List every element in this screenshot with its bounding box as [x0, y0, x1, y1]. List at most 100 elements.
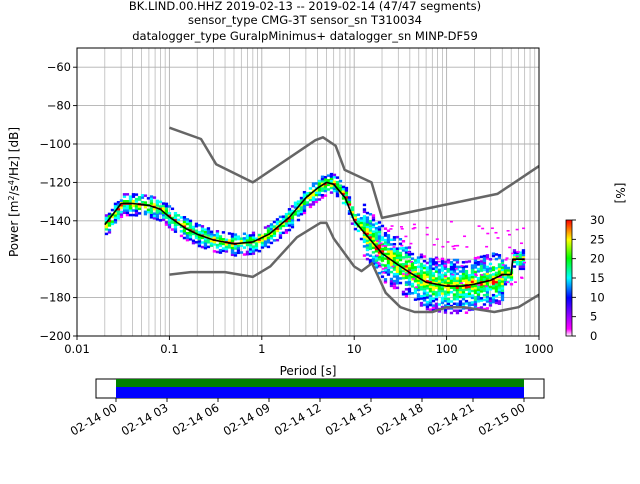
heatmap-cell — [485, 293, 490, 296]
heatmap-cell — [490, 227, 494, 230]
heatmap-cell — [344, 186, 349, 190]
heatmap-cell — [215, 232, 220, 235]
heatmap-cell — [335, 176, 340, 179]
heatmap-cell — [368, 219, 373, 223]
heatmap-cell — [344, 196, 349, 199]
heatmap-cell — [182, 225, 187, 228]
heatmap-cell — [221, 242, 226, 246]
heatmap-cell — [383, 234, 388, 237]
heatmap-cell — [446, 279, 451, 283]
heatmap-cell — [320, 175, 325, 179]
heatmap-cell — [314, 191, 319, 194]
heatmap-cell — [500, 277, 505, 281]
heatmap-cell — [296, 211, 301, 215]
heatmap-cell — [470, 303, 475, 307]
heatmap-cell — [200, 227, 205, 230]
heatmap-cell — [443, 272, 448, 275]
heatmap-cell — [116, 207, 121, 211]
heatmap-cell — [479, 267, 484, 270]
heatmap-cell — [131, 193, 136, 196]
heatmap-cell — [503, 266, 508, 270]
colorbar-tick-label: 10 — [590, 290, 605, 304]
heatmap-cell — [485, 297, 490, 301]
heatmap-cell — [411, 227, 415, 230]
heatmap-cell — [113, 221, 118, 224]
heatmap-cell — [392, 279, 397, 283]
heatmap-cell — [266, 231, 271, 235]
heatmap-cell — [395, 279, 400, 283]
heatmap-cell — [284, 215, 289, 218]
heatmap-cell — [332, 180, 337, 184]
heatmap-cell — [377, 253, 382, 256]
heatmap-cell — [155, 204, 160, 207]
heatmap-cell — [440, 269, 445, 272]
heatmap-cell — [467, 290, 472, 293]
heatmap-cell — [362, 228, 367, 232]
heatmap-cell — [197, 237, 202, 241]
heatmap-cell — [431, 304, 436, 307]
heatmap-cell — [461, 291, 466, 294]
heatmap-cell — [473, 298, 478, 301]
heatmap-cell — [236, 244, 241, 248]
heatmap-cell — [425, 296, 430, 299]
heatmap-cell — [374, 226, 379, 230]
heatmap-cell — [398, 247, 403, 250]
heatmap-cell — [287, 217, 292, 220]
colorbar-tick-label: 5 — [590, 310, 597, 324]
heatmap-cell — [476, 270, 481, 273]
heatmap-cell — [110, 220, 115, 223]
heatmap-cell — [434, 284, 439, 287]
heatmap-cell — [470, 285, 475, 288]
heatmap-cell — [278, 227, 283, 230]
heatmap-cell — [473, 286, 478, 290]
heatmap-cell — [224, 250, 229, 253]
heatmap-cell — [173, 216, 178, 220]
heatmap-cell — [275, 220, 280, 223]
heatmap-cell — [455, 309, 460, 312]
heatmap-cell — [398, 281, 403, 285]
heatmap-cell — [449, 291, 454, 294]
coverage-tick-label: 02-14 15 — [323, 400, 375, 438]
heatmap-cell — [440, 276, 445, 279]
heatmap-cell — [473, 259, 478, 262]
heatmap-cell — [431, 274, 436, 277]
heatmap-cell — [491, 282, 496, 285]
heatmap-cell — [461, 279, 466, 283]
heatmap-cell — [428, 308, 433, 311]
heatmap-cell — [392, 286, 397, 290]
heatmap-cell — [494, 271, 499, 275]
heatmap-cell — [431, 260, 436, 264]
colorbar-ticks: 0 5 10 15 20 25 30 — [572, 213, 605, 343]
heatmap-cell — [365, 248, 370, 252]
heatmap-cell — [278, 224, 283, 228]
heatmap-cell — [506, 230, 510, 232]
heatmap-cell — [482, 275, 487, 279]
heatmap-cell — [368, 226, 373, 230]
heatmap-cell — [498, 276, 502, 278]
heatmap-cell — [386, 238, 391, 242]
heatmap-cell — [299, 196, 304, 200]
heatmap-cell — [113, 214, 118, 217]
heatmap-cell — [413, 226, 417, 229]
heatmap-cell — [182, 220, 187, 224]
heatmap-cell — [395, 254, 400, 257]
heatmap-cell — [167, 225, 172, 229]
heatmap-cell — [251, 231, 256, 235]
heatmap-cell — [266, 224, 271, 228]
heatmap-cell — [446, 291, 451, 294]
heatmap-cell — [500, 270, 505, 274]
heatmap-cell — [446, 293, 451, 296]
heatmap-cell — [413, 277, 418, 281]
heatmap-cell — [512, 260, 517, 264]
heatmap-cell — [209, 230, 214, 234]
heatmap-cell — [281, 224, 286, 228]
heatmap-cell — [266, 236, 271, 239]
mode-line — [104, 181, 525, 287]
heatmap-cell — [494, 257, 499, 261]
heatmap-cell — [464, 295, 469, 298]
heatmap-cell — [467, 276, 472, 279]
heatmap-cell — [296, 207, 301, 210]
heatmap-cell — [323, 194, 328, 197]
heatmap-cell — [443, 262, 448, 266]
heatmap-cell — [425, 291, 430, 295]
